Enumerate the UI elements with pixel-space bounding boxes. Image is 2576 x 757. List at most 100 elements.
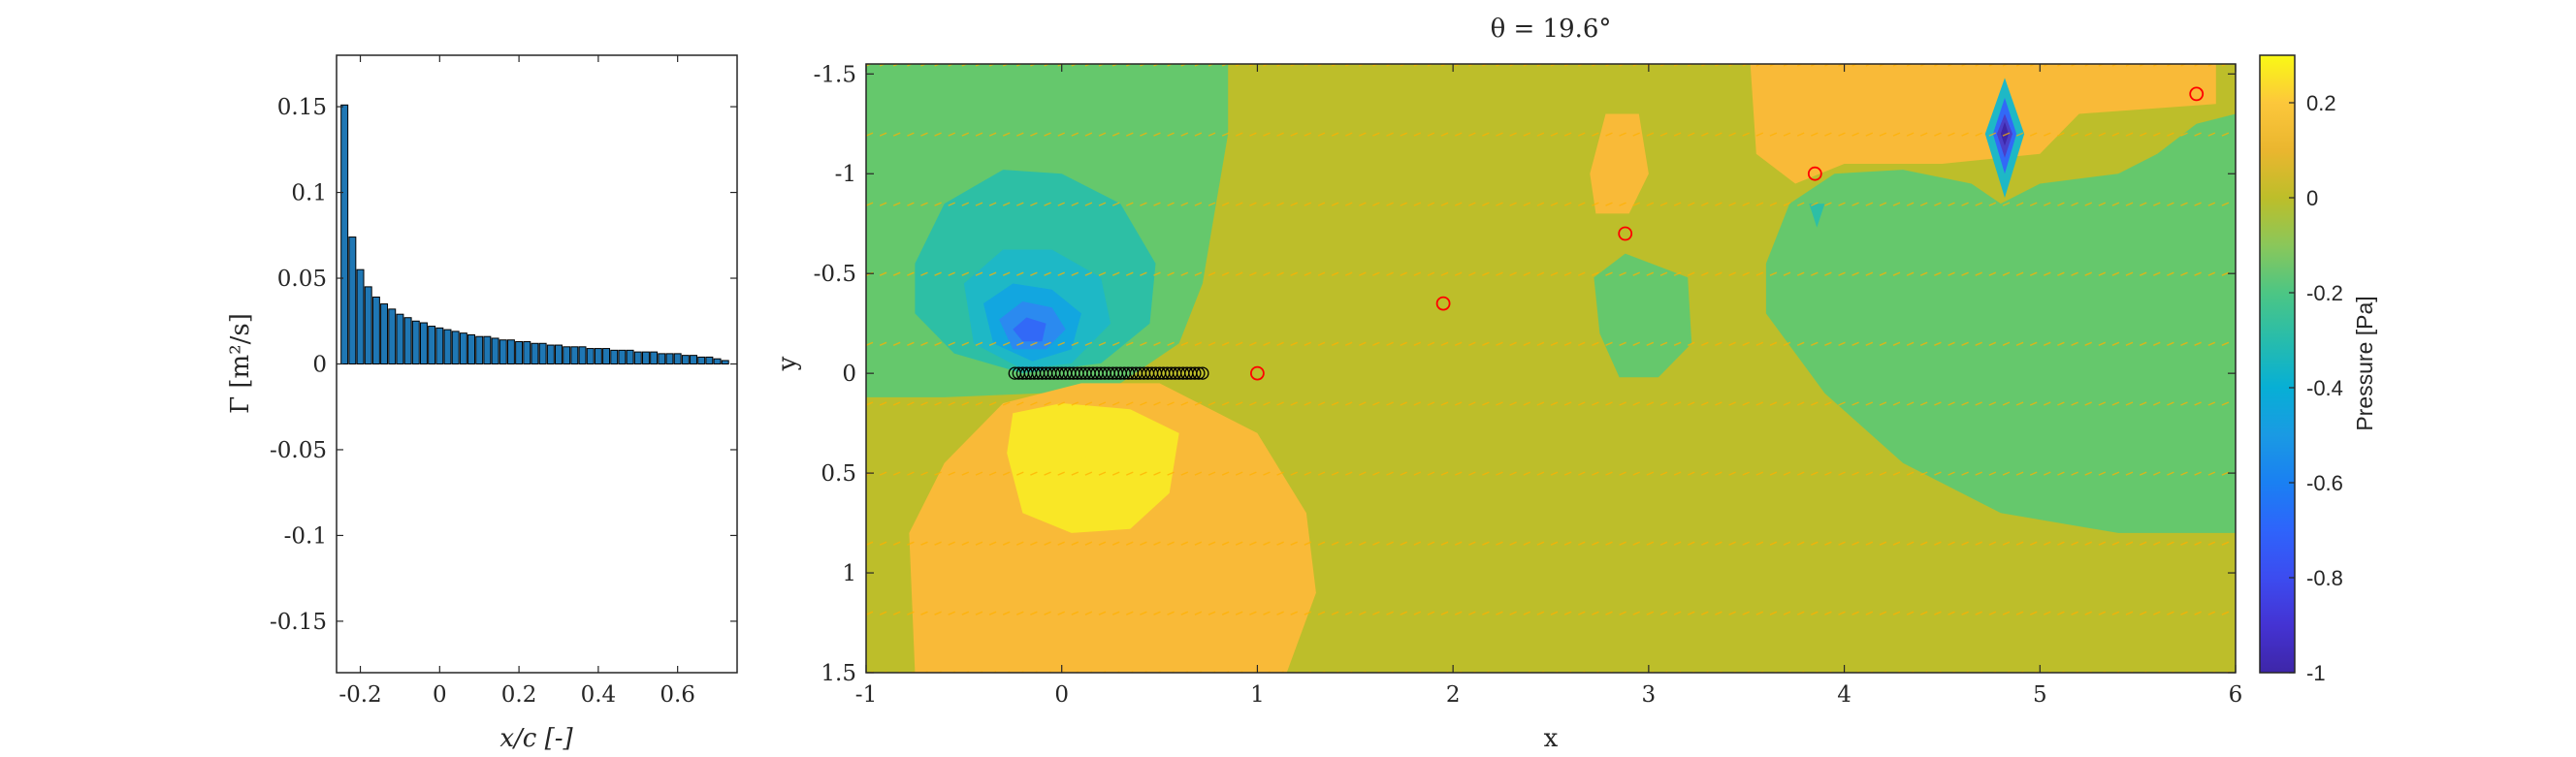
velocity-arrow bbox=[866, 341, 874, 346]
velocity-arrow bbox=[1290, 401, 1298, 406]
velocity-arrow bbox=[1796, 401, 1805, 406]
velocity-arrow bbox=[1919, 541, 1928, 546]
velocity-arrow bbox=[1194, 471, 1203, 476]
velocity-arrow bbox=[1673, 271, 1682, 276]
velocity-arrow bbox=[866, 132, 874, 137]
velocity-arrow bbox=[2125, 401, 2134, 406]
velocity-arrow bbox=[2207, 202, 2216, 206]
velocity-arrow bbox=[879, 132, 887, 137]
velocity-arrow bbox=[1180, 611, 1189, 615]
contour-region bbox=[2000, 121, 2009, 146]
velocity-arrow bbox=[1249, 202, 1257, 206]
velocity-arrow bbox=[975, 471, 983, 476]
velocity-arrow bbox=[2180, 611, 2188, 615]
velocity-arrow bbox=[1948, 471, 1955, 476]
velocity-arrow bbox=[1592, 541, 1599, 546]
velocity-arrow bbox=[948, 541, 955, 546]
velocity-arrow bbox=[2125, 271, 2134, 276]
velocity-arrow bbox=[1632, 611, 1640, 615]
velocity-arrow bbox=[1344, 132, 1353, 137]
velocity-arrow bbox=[1811, 202, 1819, 206]
velocity-arrow bbox=[1632, 202, 1640, 206]
bar bbox=[705, 356, 714, 365]
velocity-arrow bbox=[1440, 611, 1449, 615]
velocity-arrow bbox=[1126, 611, 1134, 615]
velocity-arrow bbox=[1783, 132, 1791, 137]
velocity-arrow bbox=[1605, 271, 1613, 276]
velocity-arrow bbox=[1892, 341, 1901, 346]
velocity-arrow bbox=[1755, 341, 1764, 346]
velocity-arrow bbox=[1742, 341, 1750, 346]
velocity-arrow bbox=[1728, 611, 1736, 615]
velocity-arrow bbox=[1824, 401, 1832, 406]
velocity-arrow bbox=[1838, 541, 1846, 546]
velocity-arrow bbox=[1496, 132, 1503, 137]
velocity-arrow bbox=[948, 471, 955, 476]
velocity-arrow bbox=[2153, 341, 2161, 346]
velocity-arrow bbox=[1276, 202, 1284, 206]
contour-region bbox=[1590, 113, 1649, 214]
velocity-arrow bbox=[1221, 271, 1230, 276]
velocity-arrow bbox=[961, 271, 970, 276]
velocity-arrow bbox=[2071, 401, 2078, 406]
velocity-arrow bbox=[1235, 341, 1243, 346]
velocity-arrow bbox=[2180, 271, 2188, 276]
velocity-arrow bbox=[1440, 541, 1449, 546]
velocity-arrow bbox=[1002, 132, 1011, 137]
bar bbox=[658, 353, 666, 365]
velocity-arrow bbox=[1783, 341, 1791, 346]
velocity-arrow bbox=[1098, 271, 1107, 276]
velocity-arrow bbox=[892, 271, 901, 276]
velocity-arrow bbox=[1057, 271, 1065, 276]
bar bbox=[555, 344, 563, 365]
contour-xtick-label: 1 bbox=[1250, 682, 1265, 708]
velocity-arrow bbox=[2002, 471, 2011, 476]
colorbar-strip bbox=[2259, 54, 2296, 674]
velocity-arrow bbox=[1194, 202, 1203, 206]
velocity-arrow bbox=[934, 132, 942, 137]
velocity-arrow bbox=[1400, 271, 1407, 276]
velocity-arrow bbox=[1632, 341, 1640, 346]
velocity-arrow bbox=[892, 341, 901, 346]
velocity-arrow bbox=[1071, 271, 1079, 276]
colorbar-tick-label: -0.6 bbox=[2306, 471, 2343, 495]
velocity-arrow bbox=[1002, 471, 1011, 476]
velocity-arrow bbox=[1331, 611, 1339, 615]
velocity-arrow bbox=[1331, 202, 1339, 206]
velocity-arrow bbox=[2029, 611, 2038, 615]
velocity-arrow bbox=[1659, 541, 1668, 546]
velocity-arrow bbox=[1482, 541, 1490, 546]
velocity-arrow bbox=[1906, 202, 1915, 206]
bar bbox=[610, 349, 619, 364]
velocity-arrow bbox=[2207, 611, 2216, 615]
velocity-arrow bbox=[1180, 541, 1189, 546]
velocity-arrow bbox=[1948, 541, 1955, 546]
contour-ytick-label: 1 bbox=[842, 561, 856, 586]
velocity-arrow bbox=[1372, 271, 1380, 276]
velocity-arrow bbox=[1715, 611, 1723, 615]
velocity-arrow bbox=[1317, 271, 1326, 276]
velocity-arrow bbox=[1523, 341, 1531, 346]
velocity-arrow bbox=[1098, 611, 1107, 615]
velocity-arrow bbox=[1044, 132, 1051, 137]
velocity-arrow bbox=[1646, 202, 1655, 206]
velocity-arrow bbox=[1276, 341, 1284, 346]
velocity-arrow bbox=[1755, 132, 1764, 137]
bar-ytick-label: -0.1 bbox=[284, 523, 327, 549]
velocity-arrow bbox=[1167, 341, 1175, 346]
velocity-arrow bbox=[1153, 341, 1161, 346]
velocity-arrow bbox=[1687, 271, 1695, 276]
velocity-arrow bbox=[1016, 202, 1024, 206]
bar bbox=[563, 346, 571, 364]
velocity-arrow bbox=[1838, 202, 1846, 206]
contour-axis-ticks: -1 0 1 2 3 4 5 6 -1.5 -1 -0.5 0 0.5 1 1.5 bbox=[814, 62, 2243, 708]
velocity-arrow bbox=[2057, 132, 2065, 137]
velocity-arrow bbox=[975, 401, 983, 406]
velocity-arrow bbox=[1153, 611, 1161, 615]
velocity-arrow bbox=[1577, 202, 1586, 206]
velocity-arrow bbox=[2207, 541, 2216, 546]
velocity-arrow bbox=[1482, 401, 1490, 406]
velocity-arrow bbox=[1919, 341, 1928, 346]
velocity-arrow bbox=[988, 341, 997, 346]
velocity-arrow bbox=[1180, 401, 1189, 406]
